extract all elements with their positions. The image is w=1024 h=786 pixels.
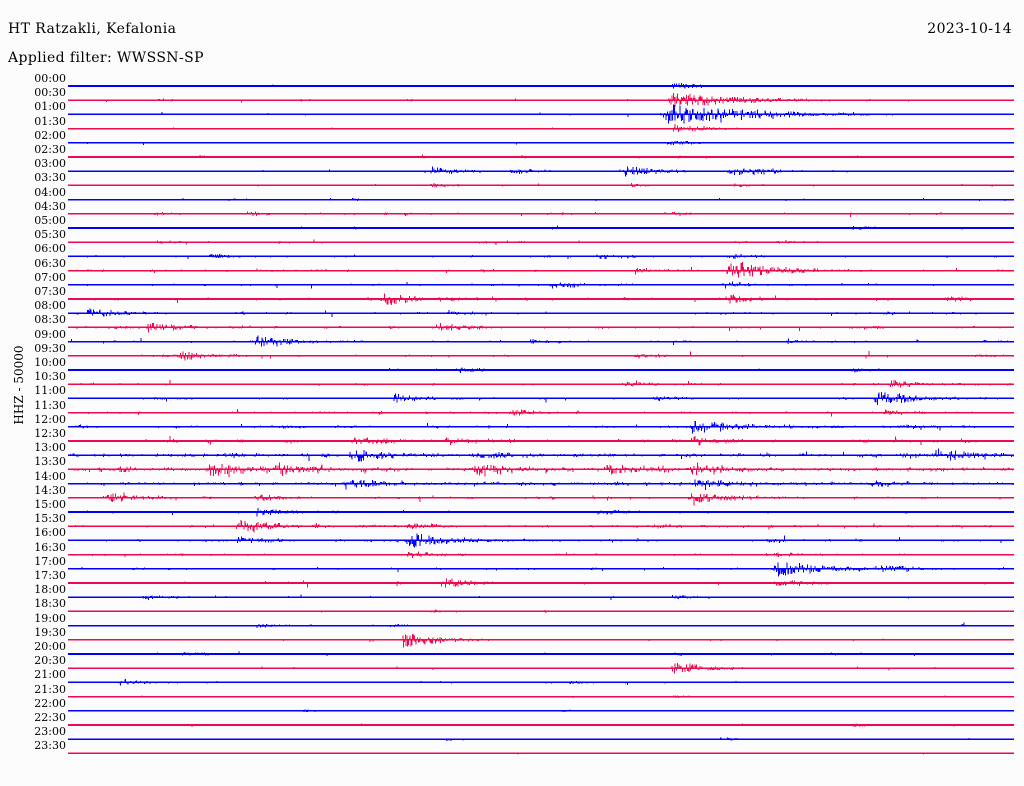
time-label: 00:30 bbox=[34, 86, 66, 100]
time-label: 15:00 bbox=[34, 498, 66, 511]
time-label: 17:00 bbox=[34, 554, 66, 568]
time-label: 20:00 bbox=[34, 640, 66, 653]
time-label: 01:00 bbox=[34, 100, 66, 114]
applied-filter-label: Applied filter: WWSSN-SP bbox=[8, 50, 204, 66]
time-label: 06:30 bbox=[34, 256, 66, 270]
time-label: 10:00 bbox=[34, 356, 66, 369]
time-label: 00:00 bbox=[34, 72, 66, 85]
time-label: 14:00 bbox=[34, 469, 66, 483]
date-label: 2023-10-14 bbox=[927, 21, 1012, 37]
helicorder-plot bbox=[68, 78, 1014, 772]
time-label: 10:30 bbox=[34, 370, 66, 384]
page-title: HT Ratzakli, Kefalonia bbox=[8, 21, 177, 37]
time-label: 13:00 bbox=[34, 441, 66, 455]
time-label: 07:30 bbox=[34, 285, 66, 298]
time-label: 14:30 bbox=[34, 483, 66, 497]
time-label: 12:30 bbox=[34, 427, 66, 440]
time-label: 15:30 bbox=[34, 512, 66, 526]
time-label: 02:30 bbox=[34, 143, 66, 156]
time-label: 07:00 bbox=[34, 270, 66, 284]
time-label: 03:30 bbox=[34, 171, 66, 185]
time-label: 05:30 bbox=[34, 228, 66, 242]
time-label: 18:00 bbox=[34, 583, 66, 597]
time-label: 22:30 bbox=[34, 711, 66, 724]
time-label: 13:30 bbox=[34, 455, 66, 469]
time-label: 21:00 bbox=[34, 668, 66, 682]
time-label: 04:30 bbox=[34, 199, 66, 213]
time-label: 18:30 bbox=[34, 597, 66, 611]
time-label: 01:30 bbox=[34, 114, 66, 128]
time-label: 11:30 bbox=[34, 398, 66, 412]
time-label: 09:30 bbox=[34, 341, 66, 355]
time-label: 23:00 bbox=[34, 725, 66, 739]
time-label: 20:30 bbox=[34, 654, 66, 668]
time-label: 06:00 bbox=[34, 242, 66, 256]
time-label: 12:00 bbox=[34, 412, 66, 426]
time-label: 17:30 bbox=[34, 569, 66, 582]
time-label: 03:00 bbox=[34, 157, 66, 171]
time-label: 05:00 bbox=[34, 214, 66, 227]
time-label: 16:00 bbox=[34, 526, 66, 540]
time-label: 16:30 bbox=[34, 540, 66, 554]
time-label: 08:00 bbox=[34, 299, 66, 313]
time-axis: 00:00 00:30 01:00 01:30 02:00 02:30 03:00 03:30… bbox=[0, 0, 66, 780]
time-label: 02:00 bbox=[34, 128, 66, 142]
time-label: 09:00 bbox=[34, 327, 66, 341]
time-label: 19:30 bbox=[34, 625, 66, 639]
time-label: 21:30 bbox=[34, 682, 66, 696]
trace-line bbox=[68, 492, 1014, 506]
helicorder-traces bbox=[68, 82, 1014, 755]
time-label: 04:00 bbox=[34, 185, 66, 199]
trace-line bbox=[68, 479, 1014, 490]
time-label: 23:30 bbox=[34, 739, 66, 753]
time-label: 22:00 bbox=[34, 696, 66, 710]
time-label: 08:30 bbox=[34, 313, 66, 327]
trace-line bbox=[68, 634, 1014, 648]
time-label: 19:00 bbox=[34, 611, 66, 625]
time-label: 11:00 bbox=[34, 384, 66, 398]
